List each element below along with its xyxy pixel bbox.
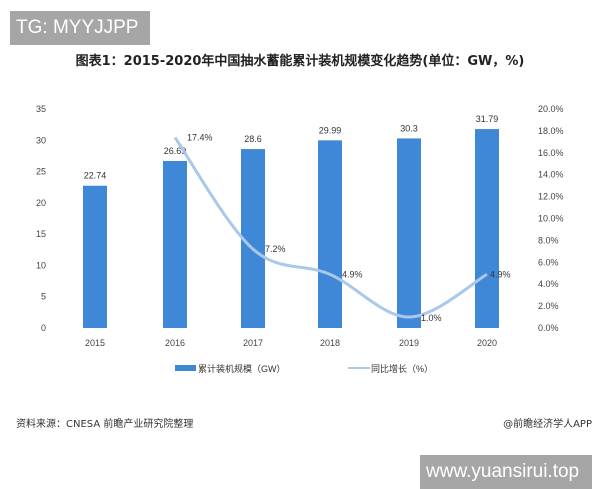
left-axis-tick: 5: [41, 292, 46, 302]
chart-title: 图表1：2015-2020年中国抽水蓄能累计装机规模变化趋势(单位：GW，%): [75, 54, 525, 69]
watermark-bottom-right: www.yuansirui.top: [420, 455, 592, 489]
x-axis-tick: 2018: [320, 338, 340, 348]
right-axis-tick: 8.0%: [538, 235, 559, 245]
bar-label: 31.79: [476, 114, 499, 124]
credit-note: @前瞻经济学人APP: [503, 419, 592, 430]
bar-label: 22.74: [84, 171, 107, 181]
chart: 0 5 10 15 20 25 30 35 0.0% 2.0% 4.0% 6.0% 8.0% 10.0% 1…: [36, 104, 564, 374]
line-label: 1.0%: [421, 313, 442, 323]
bar: [397, 138, 421, 328]
left-axis-tick: 25: [36, 167, 46, 177]
right-axis-tick: 20.0%: [538, 104, 564, 114]
line-label: 4.9%: [490, 269, 511, 279]
line-label: 4.9%: [342, 269, 363, 279]
right-axis-tick: 14.0%: [538, 170, 564, 180]
x-axis-tick: 2020: [477, 338, 497, 348]
bar: [475, 129, 499, 328]
bar: [241, 149, 265, 328]
line-label: 7.2%: [265, 244, 286, 254]
bar-label: 30.3: [400, 123, 418, 133]
left-axis-tick: 10: [36, 260, 46, 270]
x-axis-tick: 2019: [399, 338, 419, 348]
right-axis-tick: 18.0%: [538, 126, 564, 136]
right-axis-tick: 2.0%: [538, 301, 559, 311]
legend-bar-label: 累计装机规模（GW）: [198, 363, 286, 374]
x-axis-tick: 2015: [85, 338, 105, 348]
right-axis-tick: 16.0%: [538, 148, 564, 158]
left-axis-tick: 15: [36, 229, 46, 239]
x-axis-tick: 2016: [165, 338, 185, 348]
legend-line-label: 同比增长（%）: [371, 363, 433, 374]
bar-label: 29.99: [319, 125, 342, 135]
bar: [83, 185, 107, 328]
right-axis-tick: 12.0%: [538, 192, 564, 202]
right-axis-tick: 6.0%: [538, 257, 559, 267]
bar-label: 26.69: [164, 146, 187, 156]
left-axis-tick: 30: [36, 135, 46, 145]
line-label: 17.4%: [187, 132, 213, 142]
right-axis-tick: 4.0%: [538, 279, 559, 289]
left-axis-tick: 20: [36, 198, 46, 208]
source-note: 资料来源：CNESA 前瞻产业研究院整理: [16, 419, 194, 430]
bar-label: 28.6: [244, 134, 262, 144]
growth-line: [173, 136, 488, 319]
watermark-top-left: TG: MYYJJPP: [10, 11, 150, 45]
left-axis-tick: 0: [41, 323, 46, 333]
bar: [318, 140, 342, 328]
legend-bar-swatch: [175, 365, 196, 371]
left-axis-tick: 35: [36, 104, 46, 114]
bar: [163, 160, 187, 328]
right-axis-tick: 0.0%: [538, 323, 559, 333]
right-axis-tick: 10.0%: [538, 214, 564, 224]
x-axis-tick: 2017: [243, 338, 263, 348]
